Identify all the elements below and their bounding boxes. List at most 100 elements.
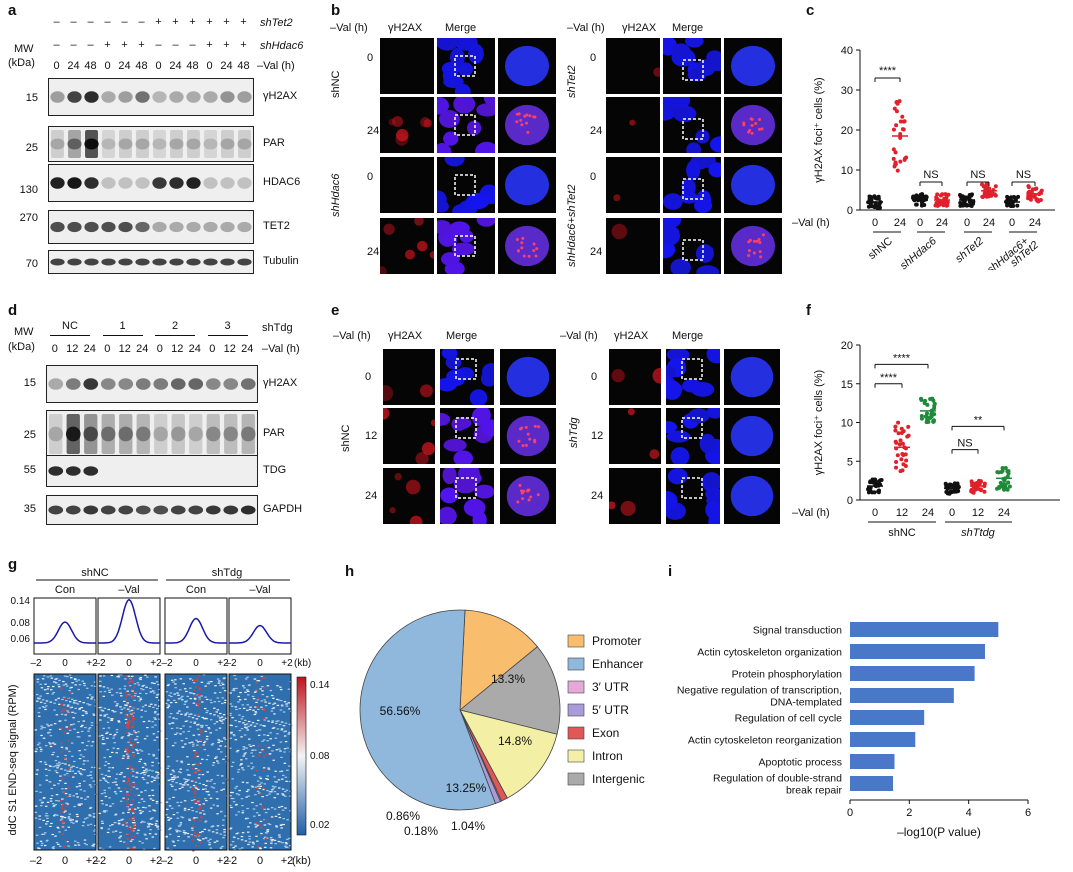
category-label: DNA-templated [770, 697, 842, 709]
val-label: –Val (h) [330, 22, 368, 34]
data-point [923, 414, 928, 419]
micrograph-zoom [724, 38, 782, 94]
red-foci [534, 254, 538, 258]
micrograph-canvas [440, 349, 494, 405]
nucleus [706, 408, 720, 419]
slice-label: 0.18% [404, 824, 438, 838]
heatmap-signal [63, 791, 66, 794]
zoomed-nucleus [504, 45, 550, 87]
data-point [945, 203, 950, 208]
heatmap-noise [120, 819, 123, 821]
heatmap-signal [133, 835, 136, 838]
heatmap-noise [35, 834, 39, 836]
x-tick-label: 0 [949, 507, 955, 519]
heatmap-noise [132, 712, 135, 714]
heatmap-noise [36, 678, 40, 680]
heatmap-noise [181, 746, 185, 748]
heatmap-noise [74, 707, 77, 710]
heatmap-noise [220, 720, 223, 722]
heatmap-noise [143, 762, 147, 765]
heatmap-noise [273, 702, 277, 704]
micrograph-h2ax [380, 38, 434, 94]
heatmap-noise [244, 719, 247, 721]
heatmap-noise [188, 713, 191, 716]
heatmap-noise [67, 818, 71, 820]
heatmap-noise [55, 772, 59, 774]
red-foci [754, 121, 758, 125]
heatmap-noise [34, 729, 38, 731]
heatmap-noise [131, 839, 134, 841]
heatmap-signal [129, 677, 132, 679]
colorbar-tick: 0.08 [310, 751, 330, 762]
red-foci [389, 507, 396, 514]
heatmap-noise [209, 732, 213, 734]
heatmap-noise [153, 717, 156, 719]
nucleus [475, 141, 495, 153]
heatmap-noise [258, 847, 262, 849]
legend-swatch [567, 749, 585, 763]
heatmap-noise [206, 682, 210, 685]
heatmap-noise [205, 724, 208, 727]
heatmap-noise [240, 759, 243, 761]
blot-band [100, 505, 116, 515]
nucleus [708, 512, 720, 524]
heatmap-noise [271, 789, 274, 791]
tet2-sign: – [87, 16, 94, 28]
x-tick-label: –2 [161, 855, 173, 867]
heatmap-noise [148, 833, 152, 835]
micrograph-h2ax [606, 38, 660, 94]
category-label: Protein phosphorylation [732, 669, 842, 681]
heatmap-noise [136, 772, 139, 774]
heatmap-noise [179, 727, 183, 730]
micrograph-zoom [498, 218, 556, 274]
blot-band [101, 138, 116, 150]
heatmap-noise [61, 816, 65, 818]
heatmap-signal [67, 786, 70, 789]
heatmap-noise [98, 706, 101, 709]
heatmap-noise [188, 691, 192, 694]
heatmap-noise [36, 769, 39, 771]
heatmap-noise [197, 734, 201, 736]
blot-smear [206, 414, 220, 454]
heatmap-signal [196, 678, 199, 680]
heatmap-signal [257, 698, 260, 700]
heatmap-noise [255, 805, 258, 807]
blot-smear [204, 130, 217, 158]
category-label: Apoptotic process [759, 757, 842, 769]
heatmap-noise [250, 752, 253, 754]
heatmap-noise [255, 701, 258, 703]
heatmap-noise [237, 794, 241, 796]
heatmap-noise [68, 701, 72, 703]
heatmap-signal [131, 682, 134, 684]
blot-band [84, 221, 99, 233]
y-tick-label: 0 [847, 205, 853, 217]
heatmap-noise [112, 737, 115, 739]
heatmap-noise [91, 741, 95, 743]
data-point [932, 401, 937, 406]
y-tick-label: 5 [847, 456, 853, 468]
heatmap-noise [247, 725, 250, 728]
heatmap-noise [92, 713, 95, 715]
heatmap-noise [178, 787, 182, 790]
heatmap-noise [103, 715, 106, 717]
heatmap-noise [266, 829, 270, 831]
heatmap-noise [121, 824, 125, 826]
heatmap-noise [45, 723, 49, 725]
data-point [936, 201, 941, 206]
heatmap-noise [230, 797, 234, 800]
bar [850, 710, 925, 725]
heatmap-noise [51, 742, 55, 744]
heatmap-noise [87, 740, 90, 742]
heatmap-noise [106, 721, 110, 723]
heatmap-noise [241, 805, 244, 807]
heatmap-noise [255, 835, 258, 837]
heatmap-noise [277, 720, 280, 722]
heatmap-noise [170, 778, 174, 780]
panel-letter: d [8, 302, 18, 319]
heatmap-noise [267, 747, 271, 749]
heatmap-noise [212, 804, 215, 806]
data-point [876, 479, 881, 484]
heatmap-noise [261, 796, 264, 798]
heatmap-noise [58, 761, 61, 763]
heatmap-signal [66, 760, 69, 763]
